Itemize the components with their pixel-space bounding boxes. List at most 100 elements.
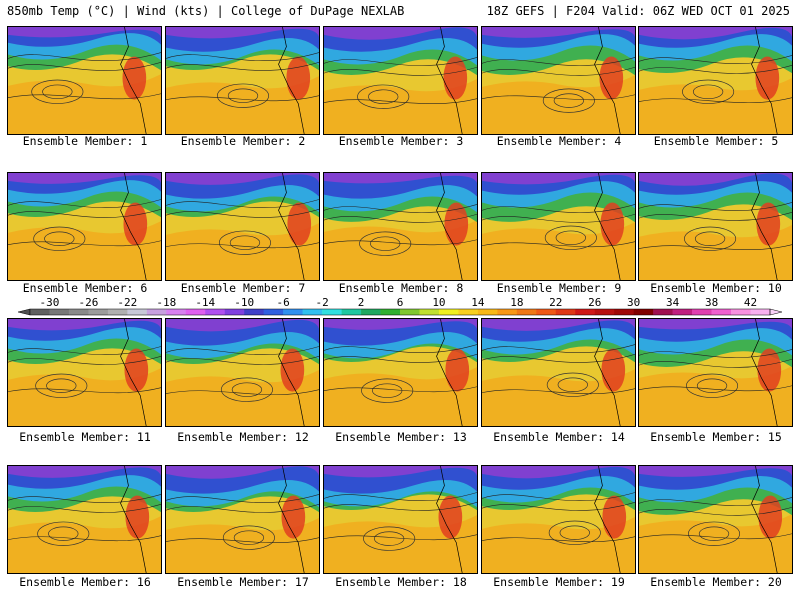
colorbar-high-arrow — [769, 308, 783, 316]
ensemble-member-label: Ensemble Member: 12 — [177, 430, 309, 444]
colorbar-swatch — [107, 309, 128, 315]
map-title: 850mb Temp (°C) | Wind (kts) | College o… — [7, 4, 405, 18]
colorbar-tick-label: 2 — [358, 296, 365, 309]
colorbar-swatch — [672, 309, 693, 315]
colorbar-swatch — [750, 309, 771, 315]
ensemble-member-label: Ensemble Member: 6 — [22, 281, 148, 295]
colorbar-tick-label: -26 — [78, 296, 98, 309]
colorbar-swatch — [653, 309, 673, 315]
colorbar-swatch — [536, 309, 557, 315]
ensemble-map-panel — [7, 318, 162, 427]
ensemble-member-label: Ensemble Member: 14 — [493, 430, 625, 444]
colorbar-swatch — [341, 309, 362, 315]
colorbar-swatch — [283, 309, 303, 315]
ensemble-member-label: Ensemble Member: 2 — [180, 134, 306, 148]
colorbar-swatch — [497, 309, 518, 315]
colorbar-tick-label: 26 — [588, 296, 601, 309]
ensemble-map-panel — [165, 172, 320, 281]
ensemble-map-panel — [165, 465, 320, 574]
colorbar-swatch — [30, 309, 50, 315]
colorbar-tick-label: -10 — [234, 296, 254, 309]
colorbar-tick-label: -2 — [315, 296, 328, 309]
colorbar-swatch — [361, 309, 381, 315]
colorbar-swatch — [575, 309, 596, 315]
ensemble-map-panel — [638, 172, 793, 281]
colorbar-tick-label: 18 — [510, 296, 523, 309]
colorbar-swatch — [88, 309, 109, 315]
colorbar-swatch — [516, 309, 537, 315]
ensemble-member-label: Ensemble Member: 17 — [177, 575, 309, 589]
colorbar-tick-label: -14 — [195, 296, 215, 309]
ensemble-map-panel — [323, 465, 478, 574]
ensemble-map-panel — [323, 26, 478, 135]
ensemble-member-label: Ensemble Member: 10 — [650, 281, 782, 295]
ensemble-member-label: Ensemble Member: 1 — [22, 134, 148, 148]
colorbar-tick-label: -18 — [156, 296, 176, 309]
colorbar-swatch — [633, 309, 654, 315]
colorbar-swatch — [244, 309, 264, 315]
ensemble-map-panel — [638, 26, 793, 135]
ensemble-map-panel — [638, 465, 793, 574]
temperature-colorbar: -30 -26 -22 -18 -14 -10 -6 -2 2 6 10 14 18 22 26 30 34 38… — [17, 296, 783, 316]
colorbar-swatch — [400, 309, 420, 315]
colorbar-swatch — [68, 309, 89, 315]
ensemble-member-label: Ensemble Member: 15 — [650, 430, 782, 444]
colorbar-low-arrow — [17, 308, 31, 316]
ensemble-map-panel — [7, 26, 162, 135]
colorbar-swatch — [302, 309, 323, 315]
colorbar-tick-label: 22 — [549, 296, 562, 309]
ensemble-map-panel — [165, 318, 320, 427]
colorbar-tick-label: 30 — [627, 296, 640, 309]
colorbar-swatch — [263, 309, 284, 315]
ensemble-member-label: Ensemble Member: 20 — [650, 575, 782, 589]
colorbar-swatch — [458, 309, 479, 315]
colorbar-swatch — [555, 309, 576, 315]
ensemble-map-panel — [481, 172, 636, 281]
ensemble-map-panel — [481, 26, 636, 135]
colorbar-swatch — [166, 309, 187, 315]
ensemble-map-panel — [481, 465, 636, 574]
colorbar-swatch — [477, 309, 498, 315]
colorbar-swatch — [49, 309, 70, 315]
colorbar-tick-label: 6 — [397, 296, 404, 309]
colorbar-swatch — [692, 309, 712, 315]
colorbar-swatch — [322, 309, 342, 315]
ensemble-map-panel — [7, 172, 162, 281]
ensemble-map-panel — [638, 318, 793, 427]
ensemble-member-label: Ensemble Member: 19 — [493, 575, 625, 589]
ensemble-member-label: Ensemble Member: 8 — [338, 281, 464, 295]
colorbar-tick-label: 42 — [744, 296, 757, 309]
colorbar-swatch — [205, 309, 226, 315]
colorbar-swatch — [711, 309, 732, 315]
ensemble-member-label: Ensemble Member: 7 — [180, 281, 306, 295]
ensemble-member-label: Ensemble Member: 13 — [335, 430, 467, 444]
colorbar-swatch — [380, 309, 401, 315]
colorbar-swatch — [419, 309, 440, 315]
colorbar-swatch — [614, 309, 634, 315]
ensemble-member-label: Ensemble Member: 11 — [19, 430, 151, 444]
ensemble-member-label: Ensemble Member: 3 — [338, 134, 464, 148]
colorbar-swatch — [146, 309, 167, 315]
colorbar-tick-label: -30 — [40, 296, 60, 309]
colorbar-swatch — [127, 309, 148, 315]
ensemble-member-label: Ensemble Member: 9 — [496, 281, 622, 295]
colorbar-tick-label: 34 — [666, 296, 680, 309]
colorbar-tick-label: 38 — [705, 296, 718, 309]
colorbar-swatch — [438, 309, 459, 315]
colorbar-swatch — [731, 309, 751, 315]
colorbar-tick-label: -22 — [117, 296, 137, 309]
ensemble-map-panel — [323, 172, 478, 281]
ensemble-member-label: Ensemble Member: 16 — [19, 575, 151, 589]
colorbar-swatch — [594, 309, 615, 315]
ensemble-map-panel — [323, 318, 478, 427]
ensemble-map-panel — [165, 26, 320, 135]
ensemble-map-panel — [481, 318, 636, 427]
colorbar-swatch — [224, 309, 245, 315]
ensemble-map-panel — [7, 465, 162, 574]
ensemble-member-label: Ensemble Member: 18 — [335, 575, 467, 589]
colorbar-tick-label: -6 — [277, 296, 290, 309]
colorbar-tick-label: 10 — [432, 296, 445, 309]
ensemble-member-label: Ensemble Member: 4 — [496, 134, 622, 148]
colorbar-tick-label: 14 — [471, 296, 485, 309]
ensemble-member-label: Ensemble Member: 5 — [653, 134, 779, 148]
